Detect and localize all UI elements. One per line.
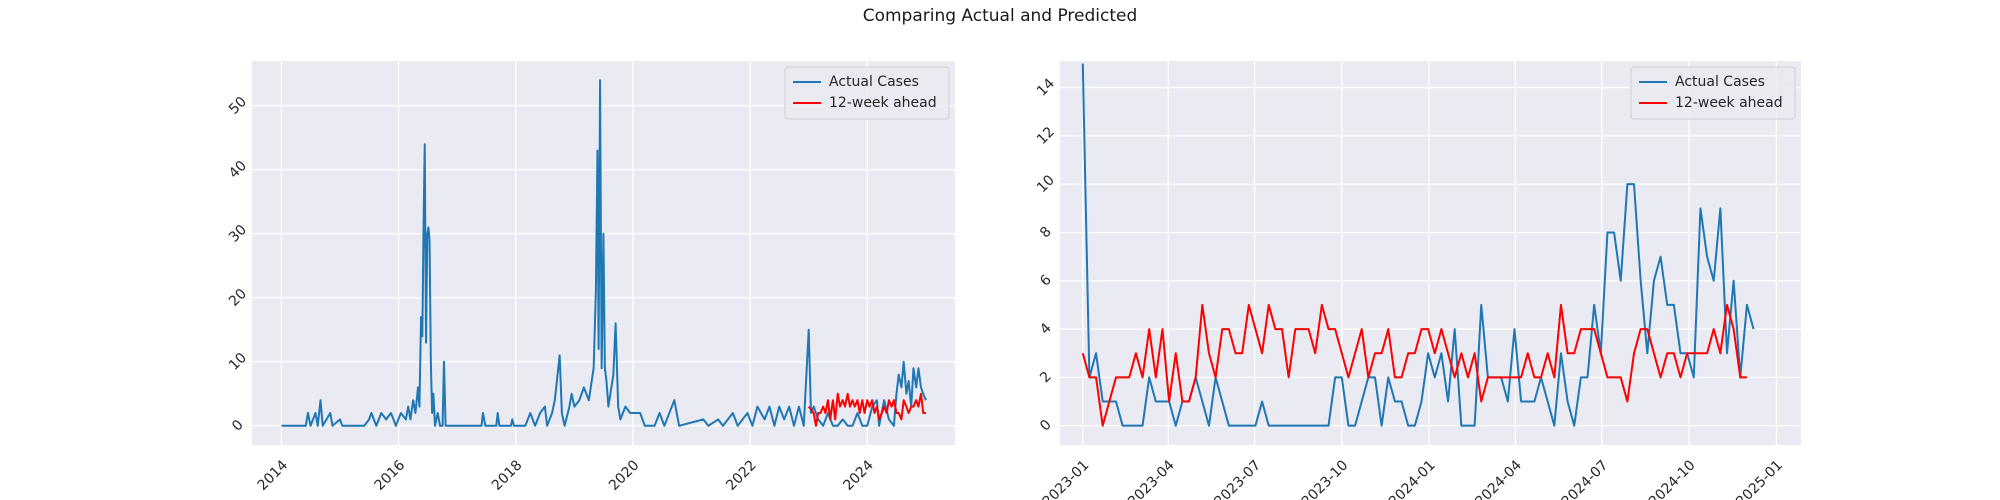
x-tick-label: 2020	[606, 457, 643, 494]
y-tick-label: 10	[226, 350, 250, 374]
legend-label: 12-week ahead	[829, 95, 937, 111]
x-tick-label: 2024-01	[1386, 457, 1439, 500]
x-tick-label: 2024-04	[1472, 457, 1525, 500]
series-line-12-week-ahead	[1081, 303, 1747, 427]
legend: Actual Cases 12-week ahead	[784, 66, 950, 120]
x-tick-label: 2018	[489, 457, 526, 494]
y-tick-label: 10	[1034, 172, 1058, 196]
x-tick-label: 2023-04	[1125, 457, 1178, 500]
y-tick-label: 30	[226, 222, 250, 246]
x-tick-label: 2025-01	[1733, 457, 1786, 500]
y-tick-label: 50	[226, 94, 250, 118]
x-tick-label: 2014	[255, 457, 292, 494]
x-tick-label: 2024-07	[1559, 457, 1612, 500]
x-tick-label: 2023-01	[1040, 457, 1093, 500]
y-tick-label: 4	[1037, 320, 1055, 338]
y-tick-label: 20	[226, 286, 250, 310]
y-tick-label: 6	[1037, 272, 1055, 290]
y-tick-label: 40	[226, 158, 250, 182]
legend-box	[784, 66, 950, 120]
legend-label: Actual Cases	[1675, 74, 1765, 90]
series-line-actual-cases	[281, 79, 927, 427]
y-tick-label: 14	[1034, 76, 1058, 100]
legend-label: Actual Cases	[829, 74, 919, 90]
x-tick-label: 2024	[840, 457, 877, 494]
y-tick-label: 0	[1037, 417, 1055, 435]
y-tick-label: 12	[1034, 124, 1058, 148]
y-tick-label: 0	[229, 417, 247, 435]
figure-title: Comparing Actual and Predicted	[862, 6, 1138, 26]
x-tick-label: 2024-10	[1646, 457, 1699, 500]
x-tick-label: 2023-07	[1211, 457, 1264, 500]
x-tick-label: 2022	[723, 457, 760, 494]
x-tick-label: 2023-10	[1299, 457, 1352, 500]
x-tick-label: 2016	[372, 457, 409, 494]
legend-label: 12-week ahead	[1675, 95, 1783, 111]
chart-2: 0 2 4 6 8 10 12 14 2023-01 2023-04 2023-07 2023-10 2…	[1034, 61, 1801, 500]
y-tick-label: 8	[1037, 224, 1055, 242]
series-line-12-week-ahead	[807, 392, 926, 427]
legend-box	[1630, 66, 1796, 120]
legend: Actual Cases 12-week ahead	[1630, 66, 1796, 120]
y-tick-label: 2	[1037, 369, 1055, 387]
chart-1: 0 10 20 30 40 50 2014 2016 2018 2020 2022 2024 Actua…	[226, 61, 955, 494]
plot-area	[1060, 61, 1801, 445]
